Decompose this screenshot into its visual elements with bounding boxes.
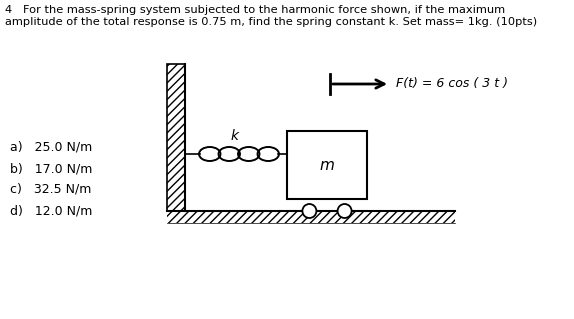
Text: m: m: [320, 158, 335, 173]
Circle shape: [302, 204, 316, 218]
Bar: [167, 211, 455, 223]
Text: a)   25.0 N/m: a) 25.0 N/m: [10, 141, 92, 154]
Text: 4   For the mass-spring system subjected to the harmonic force shown, if the max: 4 For the mass-spring system subjected t…: [5, 5, 505, 15]
Text: c)   32.5 N/m: c) 32.5 N/m: [10, 183, 91, 196]
Text: b)   17.0 N/m: b) 17.0 N/m: [10, 162, 92, 175]
Text: amplitude of the total response is 0.75 m, find the spring constant k. Set mass=: amplitude of the total response is 0.75 …: [5, 17, 537, 27]
Text: k: k: [231, 129, 239, 143]
Text: F(t) = 6 cos ( 3 t ): F(t) = 6 cos ( 3 t ): [396, 78, 508, 91]
Circle shape: [338, 204, 352, 218]
Bar: [287, 131, 367, 199]
Text: d)   12.0 N/m: d) 12.0 N/m: [10, 204, 92, 217]
Bar: [167, 64, 185, 211]
